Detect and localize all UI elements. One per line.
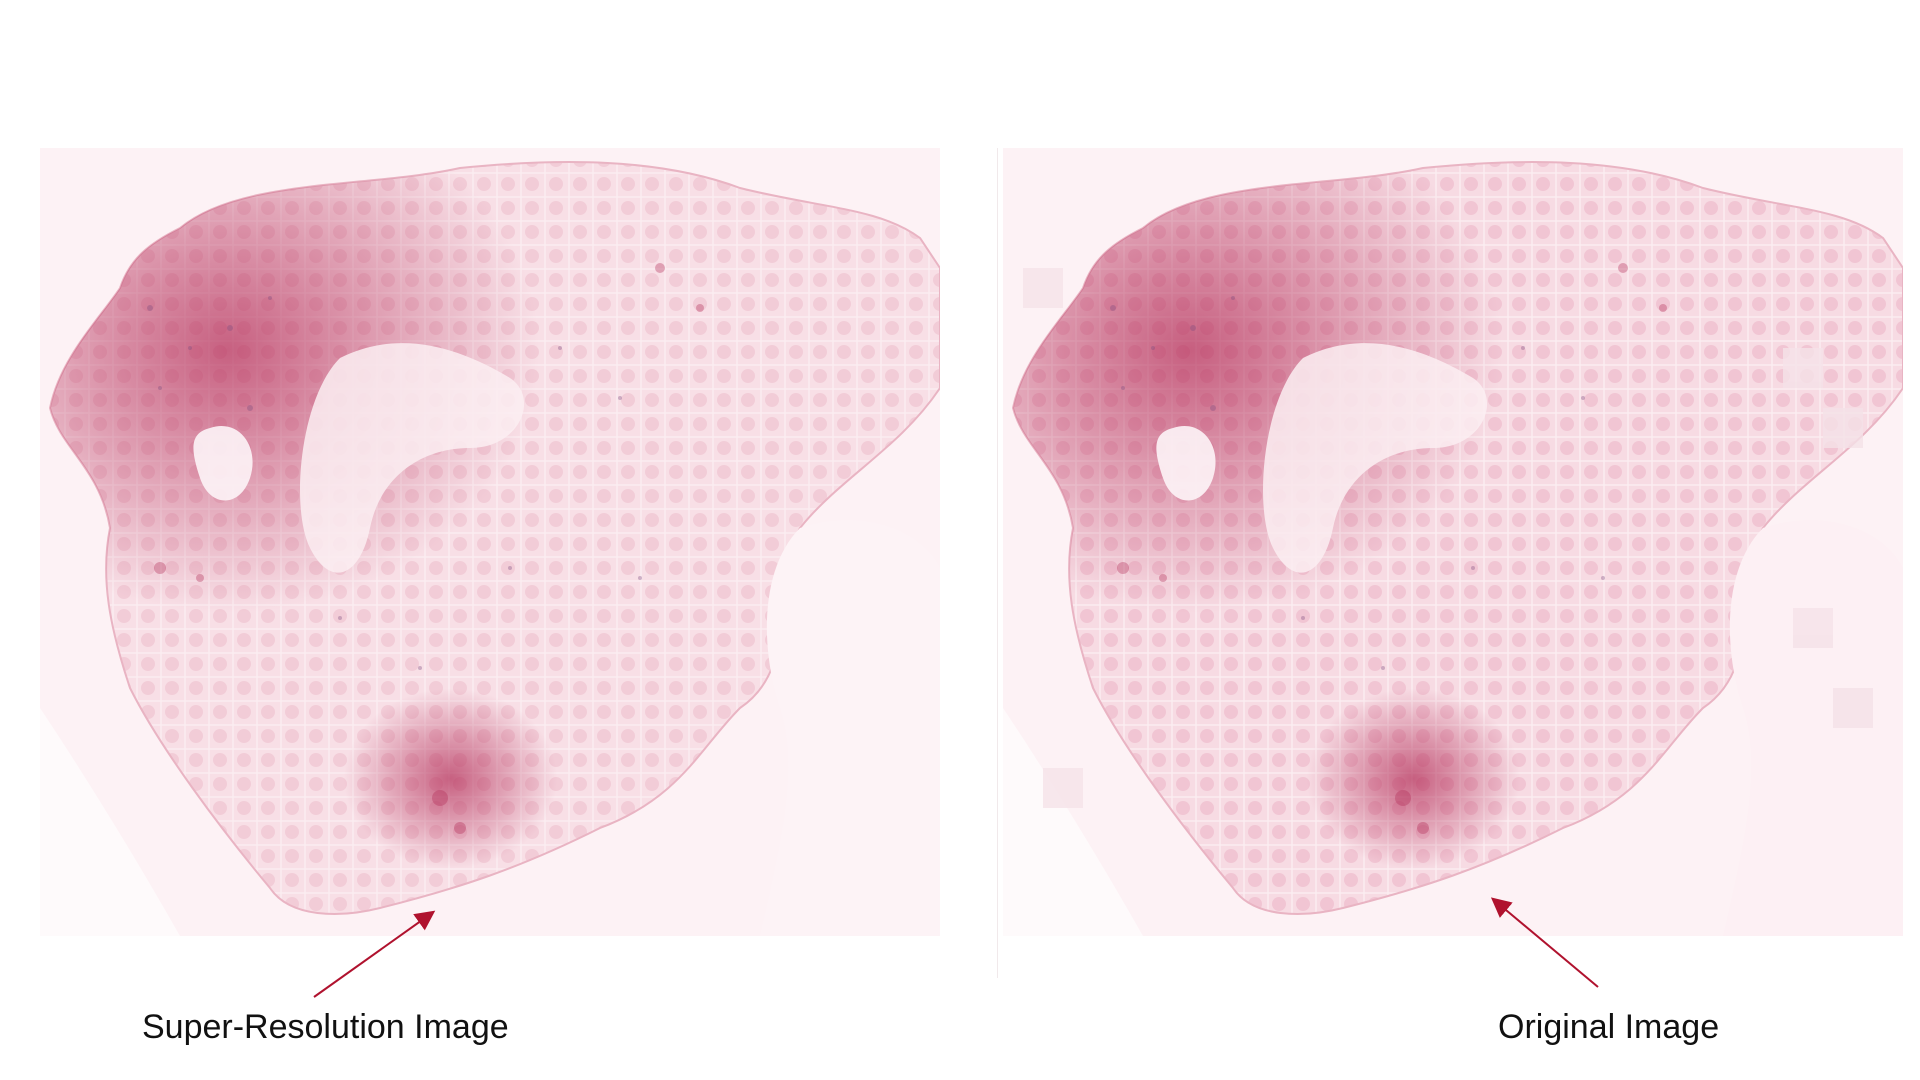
caption-super-resolution: Super-Resolution Image [142,1008,509,1046]
tissue-svg-left [40,148,940,936]
tissue-svg-right [1003,148,1903,936]
super-resolution-image [40,148,940,936]
panel-divider [997,148,998,978]
caption-original: Original Image [1498,1008,1720,1046]
tissue-section-image [40,148,940,936]
tissue-section-image [1003,148,1903,936]
original-image [1003,148,1903,936]
